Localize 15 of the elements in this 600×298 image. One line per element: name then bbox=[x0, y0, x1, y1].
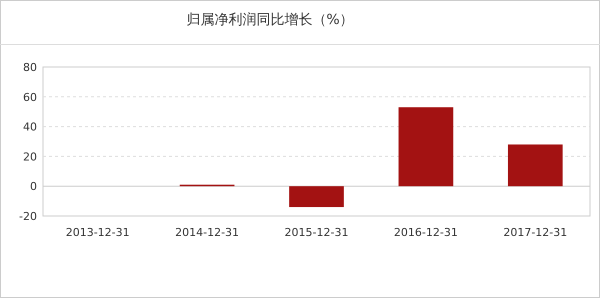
y-tick-label: 40 bbox=[23, 120, 37, 134]
x-tick-label: 2017-12-31 bbox=[503, 226, 568, 239]
y-tick-label: 0 bbox=[30, 180, 37, 194]
y-tick-label: -20 bbox=[19, 210, 37, 223]
bar bbox=[508, 144, 563, 186]
bar bbox=[398, 107, 454, 186]
chart-title: 归属净利润同比增长（%） bbox=[186, 12, 354, 28]
y-tick-label: 80 bbox=[23, 61, 37, 74]
x-tick-label: 2016-12-31 bbox=[394, 226, 458, 239]
bar bbox=[289, 186, 344, 208]
y-tick-label: 20 bbox=[23, 150, 37, 164]
x-tick-label: 2015-12-31 bbox=[284, 226, 348, 239]
x-tick-label: 2013-12-31 bbox=[66, 226, 130, 239]
x-tick-label: 2014-12-31 bbox=[175, 226, 240, 239]
y-tick-label: 60 bbox=[23, 90, 37, 104]
